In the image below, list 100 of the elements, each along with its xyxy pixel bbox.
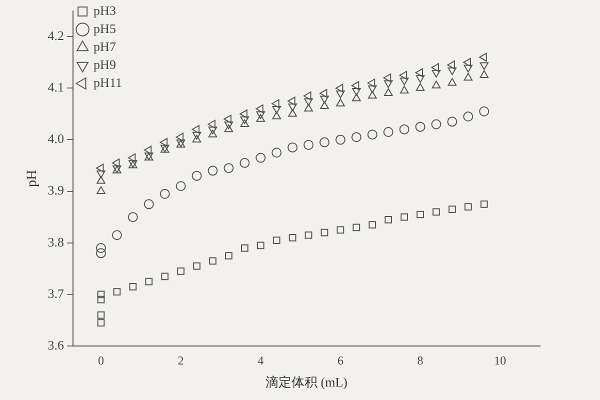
point [97, 296, 105, 304]
point [351, 132, 362, 142]
point [319, 88, 328, 98]
point [193, 262, 200, 270]
point [479, 52, 487, 62]
point [288, 142, 298, 152]
point [400, 78, 409, 86]
legend-label: pH11 [94, 74, 122, 90]
point [368, 90, 377, 99]
point [129, 283, 137, 290]
point [304, 104, 313, 112]
point [336, 98, 345, 106]
point [480, 62, 489, 70]
point [128, 153, 136, 162]
point [272, 236, 280, 244]
y-tick-label: 3.6 [48, 337, 65, 352]
point [256, 152, 266, 163]
legend-label: pH9 [94, 56, 116, 72]
point [161, 272, 169, 280]
point [352, 224, 360, 232]
point [192, 132, 202, 140]
point [272, 148, 282, 158]
point [416, 210, 424, 218]
point [368, 221, 376, 228]
point [112, 158, 120, 168]
point [176, 181, 186, 192]
point [240, 119, 250, 128]
point [335, 84, 344, 93]
point [224, 122, 234, 130]
point [224, 124, 234, 132]
point [160, 188, 170, 199]
point [256, 242, 264, 250]
point [304, 140, 314, 150]
point [336, 226, 344, 234]
point [96, 186, 106, 194]
point [288, 234, 296, 242]
point [352, 93, 361, 102]
point [463, 112, 474, 122]
point [256, 114, 266, 122]
point [400, 86, 409, 94]
point [192, 125, 200, 134]
point [480, 70, 489, 78]
point [225, 252, 232, 260]
point [448, 78, 457, 86]
point [320, 96, 329, 104]
point [224, 114, 232, 124]
point [209, 257, 216, 265]
point [145, 278, 153, 286]
x-tick-label: 10 [494, 353, 506, 368]
point [272, 106, 281, 114]
point [304, 231, 312, 239]
x-tick-label: 8 [417, 353, 424, 368]
point [240, 116, 250, 124]
point [96, 170, 106, 178]
point [96, 243, 106, 254]
point [463, 58, 471, 67]
point [399, 124, 410, 134]
point [304, 98, 313, 106]
legend-label: pH7 [94, 38, 116, 54]
point [97, 311, 105, 319]
point [431, 119, 442, 130]
point [304, 91, 312, 100]
x-axis-title: 滴定体积 (mL) [266, 374, 348, 390]
point [256, 111, 266, 119]
legend-label: pH3 [94, 2, 116, 18]
point [448, 67, 457, 76]
point [383, 73, 392, 82]
y-axis-title: pH [25, 170, 40, 187]
point [208, 166, 218, 176]
point [240, 110, 248, 118]
point [319, 137, 330, 148]
point [96, 248, 106, 258]
point [272, 112, 281, 120]
point [448, 206, 456, 214]
point [416, 83, 425, 91]
point [176, 132, 184, 142]
point [447, 60, 455, 70]
y-tick-label: 4.1 [48, 80, 64, 95]
point [464, 64, 473, 73]
point [113, 288, 121, 296]
point [464, 203, 472, 210]
point [447, 116, 458, 127]
point [368, 85, 377, 94]
point [288, 96, 296, 106]
point [400, 213, 408, 221]
point [240, 244, 248, 252]
point [320, 101, 329, 109]
point [240, 158, 250, 168]
point [415, 68, 424, 78]
x-tick-label: 0 [98, 353, 104, 368]
point [144, 146, 152, 154]
point [208, 126, 218, 134]
point [96, 164, 104, 172]
point [352, 88, 361, 96]
point [415, 122, 426, 132]
y-tick-label: 4.0 [48, 131, 64, 146]
y-tick-label: 3.8 [48, 234, 64, 250]
x-tick-label: 6 [337, 353, 344, 368]
point [97, 290, 105, 298]
point [112, 230, 122, 240]
